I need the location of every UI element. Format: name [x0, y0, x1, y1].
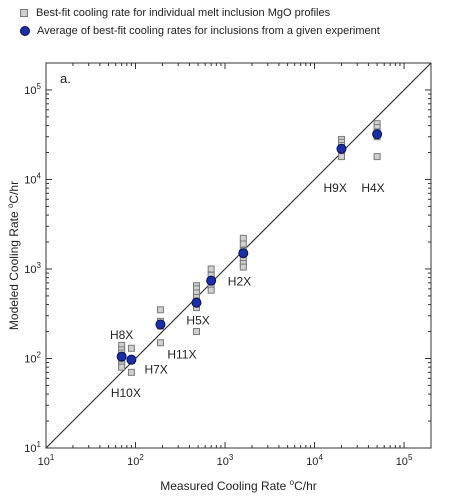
- experiment-label: H10X: [111, 386, 141, 400]
- legend-label-average: Average of best-fit cooling rates for in…: [37, 25, 380, 37]
- average-point-circle: [126, 354, 137, 365]
- individual-point-square: [239, 234, 247, 242]
- experiment-label: H2X: [228, 275, 251, 289]
- y-tick-label: 105: [24, 82, 41, 97]
- legend-circle-marker-icon: [20, 26, 30, 36]
- individual-point-square: [156, 306, 164, 314]
- experiment-label: H8X: [110, 328, 133, 342]
- experiment-label: H5X: [186, 313, 209, 327]
- legend-square-marker-icon: [20, 9, 28, 17]
- individual-point-square: [118, 363, 126, 371]
- individual-point-square: [239, 240, 247, 248]
- x-tick-label: 104: [306, 453, 323, 468]
- experiment-label: H7X: [144, 362, 167, 376]
- y-tick-label: 102: [24, 350, 41, 365]
- individual-point-square: [127, 344, 135, 352]
- y-tick-label: 103: [24, 261, 41, 276]
- y-tick-label: 101: [24, 440, 41, 455]
- experiment-label: H11X: [167, 347, 196, 361]
- y-axis-title: Modeled Cooling Rate oC/hr: [6, 181, 21, 330]
- plot-frame: [45, 62, 432, 449]
- average-point-circle: [372, 129, 383, 140]
- legend-item-average: Average of best-fit cooling rates for in…: [20, 25, 380, 37]
- x-axis-title: Measured Cooling Rate oC/hr: [160, 478, 317, 493]
- individual-point-square: [337, 153, 345, 161]
- x-tick-label: 102: [127, 453, 144, 468]
- one-to-one-line: [45, 62, 432, 449]
- individual-point-square: [127, 368, 135, 376]
- x-tick-label: 105: [396, 453, 413, 468]
- individual-point-square: [207, 286, 215, 294]
- individual-point-square: [239, 263, 247, 271]
- individual-point-square: [207, 265, 215, 273]
- individual-point-square: [373, 153, 381, 161]
- legend-item-individual: Best-fit cooling rate for individual mel…: [20, 7, 330, 19]
- average-point-circle: [191, 297, 202, 308]
- legend-label-individual: Best-fit cooling rate for individual mel…: [36, 7, 331, 19]
- x-tick-label: 101: [38, 453, 55, 468]
- individual-point-square: [192, 328, 200, 336]
- individual-point-square: [156, 339, 164, 347]
- x-tick-label: 103: [217, 453, 234, 468]
- experiment-label: H9X: [323, 181, 346, 195]
- average-point-circle: [116, 351, 127, 362]
- y-tick-label: 104: [24, 171, 41, 186]
- experiment-label: H4X: [361, 181, 384, 195]
- panel-label: a.: [60, 71, 71, 86]
- average-point-circle: [206, 275, 217, 286]
- average-point-circle: [238, 248, 249, 259]
- average-point-circle: [155, 319, 166, 330]
- average-point-circle: [336, 143, 347, 154]
